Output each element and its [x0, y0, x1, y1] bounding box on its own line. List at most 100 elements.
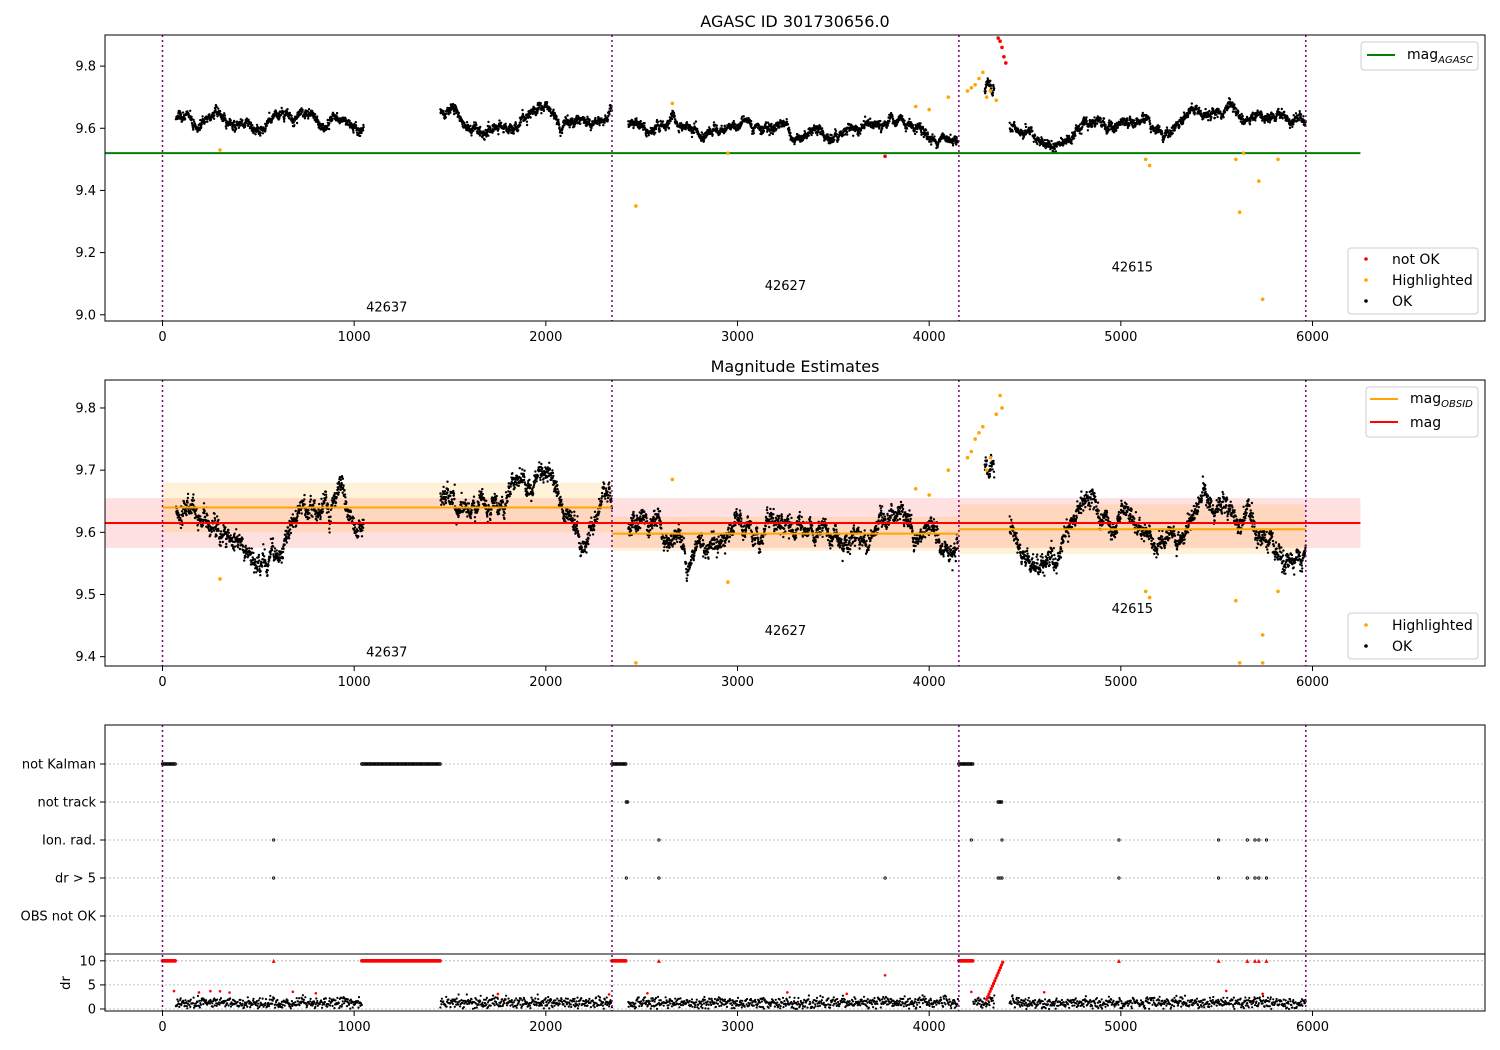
- ok-point: [1055, 145, 1059, 148]
- ok-point: [1237, 110, 1240, 114]
- ok-point: [750, 123, 753, 126]
- ok-point: [293, 119, 296, 122]
- ok-point: [734, 123, 737, 126]
- ok-point: [913, 129, 916, 132]
- ok-point: [202, 502, 206, 505]
- ok-point: [280, 561, 283, 564]
- ok-point: [716, 127, 719, 131]
- ok-point: [213, 512, 216, 515]
- ok-point: [213, 516, 216, 520]
- ok-point: [449, 111, 452, 114]
- ok-point: [502, 131, 505, 134]
- ok-point: [280, 106, 283, 110]
- ok-point: [1021, 129, 1024, 133]
- ok-point: [647, 134, 650, 137]
- ok-point: [1032, 140, 1036, 143]
- ok-point: [179, 111, 182, 114]
- ok-point: [888, 120, 891, 123]
- ok-point: [1208, 109, 1211, 113]
- ok-point: [557, 123, 561, 126]
- ok-point: [525, 120, 529, 123]
- ok-point: [984, 90, 987, 93]
- ok-point: [742, 115, 745, 118]
- ok-point: [247, 118, 250, 122]
- ok-point: [699, 133, 702, 137]
- ok-point: [227, 531, 230, 534]
- y-tick-label: 9.4: [75, 184, 96, 199]
- ok-point: [306, 110, 310, 113]
- ok-point: [1178, 125, 1181, 128]
- ok-point: [930, 143, 933, 146]
- ok-point: [1260, 111, 1263, 114]
- ok-point: [561, 127, 564, 131]
- ok-point: [1222, 116, 1225, 119]
- ok-point: [772, 130, 775, 133]
- ok-point: [472, 129, 475, 132]
- ok-point: [702, 139, 706, 143]
- ok-point: [586, 115, 589, 119]
- ok-point: [444, 112, 448, 116]
- ok-point: [606, 116, 609, 120]
- ok-point: [449, 108, 453, 112]
- highlighted-point: [1276, 157, 1280, 162]
- ok-point: [1094, 124, 1097, 127]
- ok-point: [354, 121, 357, 124]
- ok-point: [1248, 123, 1252, 126]
- ok-point: [309, 494, 312, 498]
- ok-point: [1158, 125, 1161, 128]
- ok-point: [1280, 107, 1284, 111]
- ok-point: [275, 549, 278, 552]
- ok-point: [819, 125, 822, 128]
- ok-point: [483, 138, 486, 141]
- ok-point: [778, 125, 781, 128]
- ok-point: [1024, 125, 1028, 129]
- ok-point: [1169, 135, 1172, 138]
- ok-point: [187, 112, 190, 115]
- ok-point: [283, 120, 286, 123]
- ok-point: [486, 124, 489, 128]
- ok-point: [694, 120, 698, 123]
- panel1-line-legend: magAGASC: [1360, 41, 1479, 71]
- ok-point: [989, 79, 992, 83]
- ok-point: [334, 119, 338, 122]
- ok-point: [1193, 111, 1197, 114]
- ok-point: [179, 516, 182, 520]
- legend-ok-swatch: [1364, 299, 1368, 303]
- ok-point: [283, 117, 286, 120]
- ok-point: [355, 126, 358, 129]
- ok-point: [671, 117, 674, 121]
- ok-point: [904, 130, 908, 133]
- ok-point: [210, 530, 213, 533]
- ok-point: [1207, 119, 1210, 122]
- ok-point: [224, 526, 227, 529]
- ok-point: [186, 501, 189, 504]
- ok-point: [1161, 140, 1165, 144]
- ok-point: [765, 121, 768, 124]
- ok-point: [1190, 102, 1194, 105]
- ok-point: [1013, 124, 1016, 127]
- ok-point: [268, 111, 271, 115]
- ok-point: [1099, 117, 1102, 120]
- obsid-label: 42637: [366, 301, 407, 316]
- ok-point: [321, 124, 325, 127]
- ok-point: [237, 126, 241, 129]
- ok-point: [639, 119, 642, 123]
- ok-point: [469, 124, 472, 128]
- ok-point: [200, 126, 203, 129]
- ok-point: [1288, 126, 1292, 130]
- ok-point: [293, 124, 296, 127]
- ok-point: [179, 113, 183, 116]
- highlighted-point: [1143, 157, 1148, 162]
- ok-point: [540, 112, 543, 115]
- ok-point: [235, 127, 238, 130]
- ok-point: [217, 518, 220, 522]
- ok-point: [252, 551, 255, 555]
- ok-point: [571, 117, 574, 120]
- ok-point: [288, 111, 291, 115]
- ok-point: [607, 114, 610, 118]
- ok-point: [344, 117, 347, 121]
- ok-point: [259, 574, 262, 577]
- ok-point: [212, 529, 216, 532]
- ok-point: [246, 547, 249, 550]
- ok-point: [269, 555, 272, 559]
